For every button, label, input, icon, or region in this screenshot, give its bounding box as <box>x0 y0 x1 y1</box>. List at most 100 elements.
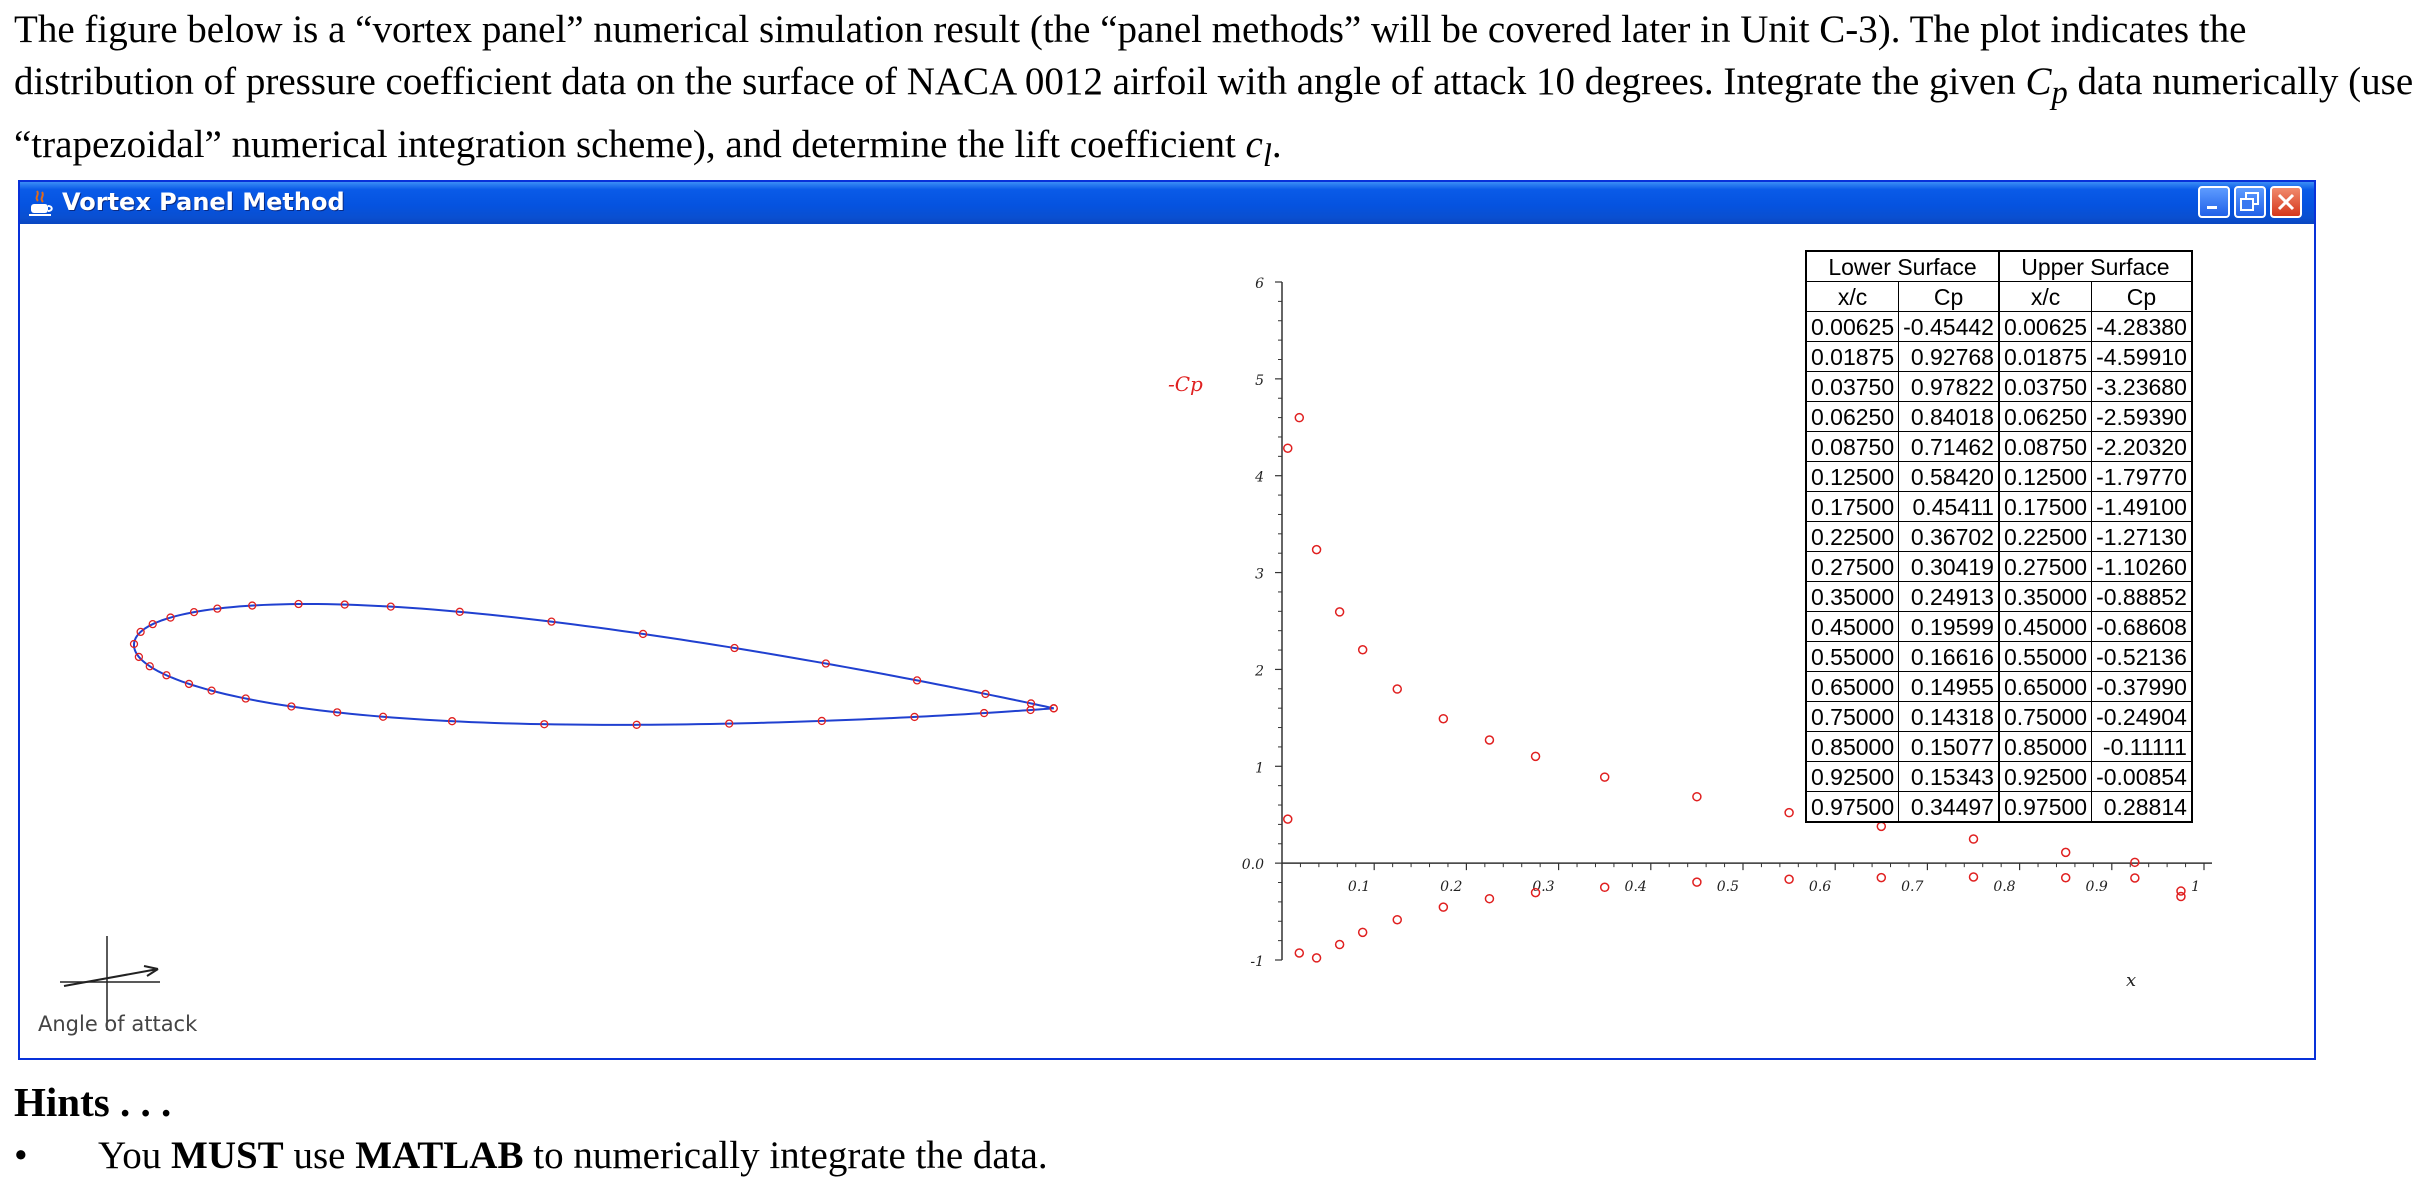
airfoil-node-marker <box>1049 704 1058 713</box>
airfoil-node-marker <box>910 712 919 722</box>
table-row: 0.06250 0.84018 0.06250 -2.59390 <box>1805 401 2193 432</box>
hint-mid: use <box>283 1134 356 1177</box>
cp-data-point <box>1968 834 1979 844</box>
upper-xc-cell: 0.55000 <box>1998 641 2093 672</box>
x-tick-label: 0.6 <box>1809 879 1831 895</box>
cp-data-point <box>1692 877 1702 887</box>
airfoil-node-marker <box>207 686 216 695</box>
minimize-button[interactable] <box>2198 186 2230 218</box>
upper-cp-cell: -1.27130 <box>2091 521 2193 552</box>
airfoil-node-marker <box>447 717 457 726</box>
cp-data-point <box>2130 857 2140 868</box>
y-tick-label: 4 <box>1254 470 1264 486</box>
airfoil-node-marker <box>817 716 826 726</box>
hint-bold-matlab: MATLAB <box>355 1134 524 1177</box>
cp-data-point <box>1968 872 1979 882</box>
x-tick-label: 0.4 <box>1625 879 1647 895</box>
airfoil-node-marker <box>378 712 388 721</box>
upper-cp-cell: -0.37990 <box>2091 671 2193 702</box>
cp-data-point <box>1392 914 1402 925</box>
airfoil-node-marker <box>248 601 257 610</box>
upper-cp-cell: -4.28380 <box>2091 311 2193 342</box>
window-titlebar[interactable]: Vortex Panel Method <box>20 182 2314 224</box>
upper-xc-cell: 0.65000 <box>1998 671 2093 702</box>
cp-data-point <box>1294 412 1305 423</box>
aoa-arrowhead-icon <box>143 965 159 977</box>
upper-cp-cell: -0.00854 <box>2091 761 2193 792</box>
airfoil-node-marker <box>386 602 395 611</box>
airfoil-node-marker <box>162 671 171 680</box>
upper-xc-header: x/c <box>1998 281 2093 312</box>
airfoil-node-marker <box>145 662 154 671</box>
lower-xc-cell: 0.75000 <box>1805 701 1900 732</box>
table-row: 0.03750 0.97822 0.03750 -3.23680 <box>1805 371 2193 402</box>
airfoil-node-marker <box>340 600 349 609</box>
upper-xc-cell: 0.22500 <box>1998 521 2093 552</box>
cp-data-point <box>1484 893 1495 904</box>
window-title: Vortex Panel Method <box>62 188 345 216</box>
lower-xc-cell: 0.17500 <box>1805 491 1900 522</box>
table-row: 0.55000 0.16616 0.55000 -0.52136 <box>1805 641 2193 672</box>
y-tick-label: 0.0 <box>1242 857 1264 873</box>
cp-data-point <box>2060 872 2071 883</box>
airfoil-node-marker <box>333 708 342 717</box>
aoa-chord-line <box>63 968 159 987</box>
upper-cp-cell: -4.59910 <box>2091 341 2193 372</box>
angle-of-attack-indicator <box>60 936 160 1030</box>
intro-part3: . <box>1271 122 1282 166</box>
cp-data-point <box>1876 872 1887 883</box>
hint-post: to numerically integrate the data. <box>523 1134 1048 1177</box>
cp-data-point <box>1311 544 1322 555</box>
window-client-area: -1 0.0 1 2 3 4 5 6 0.1 0.2 0.3 0.4 0.5 0.6 0.7 0.8 0.9 1 … <box>20 224 2314 1058</box>
lower-cp-cell: 0.97822 <box>1898 371 2000 402</box>
y-tick-label: 1 <box>1255 760 1264 776</box>
upper-cp-cell: -1.10260 <box>2091 551 2193 582</box>
table-row: 0.17500 0.45411 0.17500 -1.49100 <box>1805 491 2193 522</box>
close-button[interactable] <box>2270 186 2302 218</box>
upper-xc-cell: 0.17500 <box>1998 491 2093 522</box>
lower-xc-cell: 0.22500 <box>1805 521 1900 552</box>
lower-xc-cell: 0.12500 <box>1805 461 1900 492</box>
table-row: 0.45000 0.19599 0.45000 -0.68608 <box>1805 611 2193 642</box>
upper-xc-cell: 0.35000 <box>1998 581 2093 612</box>
cp-data-point <box>1283 814 1293 824</box>
cp-data-point <box>1357 927 1368 938</box>
lower-xc-cell: 0.27500 <box>1805 551 1900 582</box>
cp-data-point <box>2176 886 2186 896</box>
upper-cp-cell: -2.20320 <box>2091 431 2193 462</box>
lower-xc-cell: 0.55000 <box>1805 641 1900 672</box>
upper-cp-cell: -3.23680 <box>2091 371 2193 402</box>
upper-cp-cell: -0.88852 <box>2091 581 2193 612</box>
airfoil-node-marker <box>1026 705 1035 715</box>
table-row: 0.65000 0.14955 0.65000 -0.37990 <box>1805 671 2193 702</box>
cp-data-point <box>1599 772 1610 782</box>
airfoil-node-marker <box>638 629 648 639</box>
airfoil-outline <box>132 603 1054 726</box>
table-row: 0.27500 0.30419 0.27500 -1.10260 <box>1805 551 2193 582</box>
upper-xc-cell: 0.08750 <box>1998 431 2093 462</box>
cp-data-table: Lower Surface Upper Surface x/c Cp x/c C… <box>1805 250 2193 823</box>
bullet-icon: • <box>14 1134 28 1177</box>
x-tick-label: 0.5 <box>1717 879 1739 895</box>
airfoil-node-marker <box>981 689 990 699</box>
lower-xc-cell: 0.06250 <box>1805 401 1900 432</box>
upper-cp-cell: -1.49100 <box>2091 491 2193 522</box>
upper-xc-cell: 0.00625 <box>1998 311 2093 342</box>
vortex-panel-window: Vortex Panel Method <box>18 180 2316 1060</box>
lower-xc-cell: 0.65000 <box>1805 671 1900 702</box>
lower-xc-cell: 0.01875 <box>1805 341 1900 372</box>
cp-data-point <box>1438 713 1449 724</box>
restore-button[interactable] <box>2234 186 2266 218</box>
x-axis-label: x <box>2126 970 2136 991</box>
cp-data-point <box>1530 751 1541 762</box>
upper-cp-cell: -0.68608 <box>2091 611 2193 642</box>
table-row: 0.85000 0.15077 0.85000 -0.11111 <box>1805 731 2193 762</box>
cp-table-body: 0.00625 -0.45442 0.00625 -4.28380 0.01875 0.9… <box>1805 311 2193 823</box>
cp-data-point <box>1334 607 1345 617</box>
upper-xc-cell: 0.03750 <box>1998 371 2093 402</box>
x-tick-label: 0.7 <box>1901 879 1923 895</box>
problem-statement: The figure below is a “vortex panel” num… <box>14 4 2424 182</box>
y-tick-label: 6 <box>1255 276 1264 292</box>
cp-symbol: C <box>2025 60 2052 103</box>
upper-cp-cell: -2.59390 <box>2091 401 2193 432</box>
